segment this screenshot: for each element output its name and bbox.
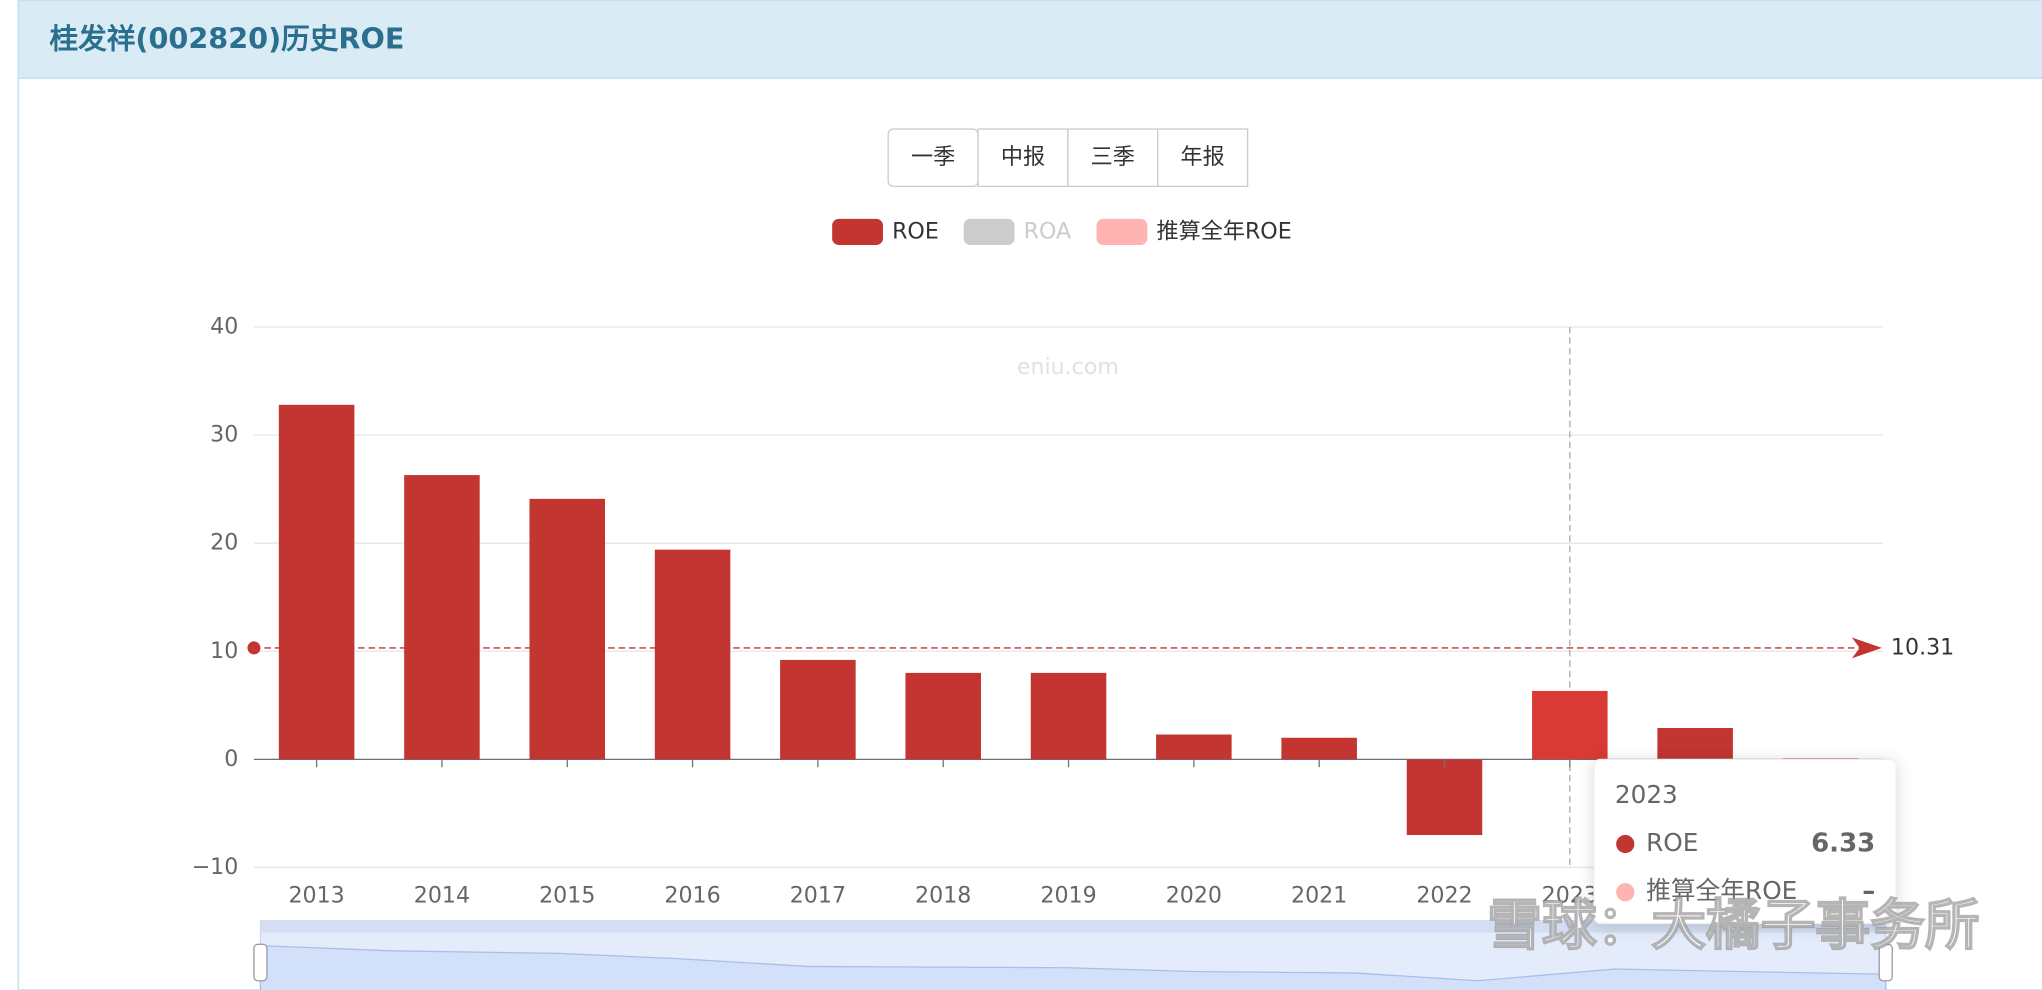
bar	[1657, 728, 1733, 760]
data-zoom	[253, 920, 1893, 990]
panel-title: 桂发祥(002820)历史ROE	[49, 21, 404, 55]
bar	[780, 659, 856, 760]
bar	[404, 475, 480, 760]
x-tick-label: 2022	[1416, 883, 1472, 909]
y-tick-label: 0	[224, 746, 238, 772]
x-tick-label: 2016	[664, 883, 720, 909]
average-line-label: 10.31	[1891, 634, 1954, 660]
y-tick-label: 20	[210, 530, 238, 556]
legend-label[interactable]: ROA	[1024, 218, 1072, 244]
zoom-preview	[259, 944, 1887, 990]
x-tick-label: 2020	[1166, 883, 1222, 909]
tooltip: 2023 ROE 6.33 推算全年ROE –	[1593, 758, 1897, 925]
bar	[1406, 759, 1483, 836]
tooltip-value: 6.33	[1811, 829, 1875, 859]
period-button-label: 年报	[1181, 144, 1225, 170]
legend-label[interactable]: ROE	[892, 218, 939, 244]
legend-label[interactable]: 推算全年ROE	[1156, 218, 1291, 244]
tooltip-title: 2023	[1615, 780, 1678, 809]
tooltip-marker	[1616, 834, 1635, 854]
bar	[278, 404, 355, 760]
period-button[interactable]	[1157, 128, 1249, 188]
x-tick-label: 2017	[790, 883, 846, 909]
x-tick-label: 2023	[1542, 883, 1598, 909]
bar	[1281, 737, 1357, 760]
bar	[1532, 690, 1608, 760]
bar	[1030, 672, 1107, 760]
average-line-start	[247, 641, 261, 655]
legend-swatch[interactable]	[963, 218, 1015, 245]
period-button[interactable]	[977, 128, 1069, 188]
credit-watermark: 雪球：大橘子事务所	[1487, 893, 1979, 957]
x-tick-label: 2014	[414, 883, 470, 909]
tooltip-name: 推算全年ROE	[1646, 876, 1797, 905]
x-tick-label: 2021	[1291, 883, 1347, 909]
bar	[654, 549, 731, 760]
panel-header	[17, 0, 2042, 79]
bar	[905, 672, 981, 760]
x-tick-label: 2013	[288, 883, 344, 909]
legend-swatch[interactable]	[1096, 218, 1148, 245]
tooltip-name: ROE	[1646, 828, 1698, 857]
legend-swatch[interactable]	[832, 218, 883, 245]
zoom-handle[interactable]	[1878, 943, 1893, 982]
average-line-arrow	[1851, 637, 1882, 659]
y-tick-label: 40	[210, 314, 238, 340]
zoom-bar	[260, 920, 1886, 933]
tooltip-value: –	[1862, 877, 1875, 907]
x-tick-label: 2019	[1040, 883, 1096, 909]
period-button[interactable]	[1067, 128, 1159, 188]
zoom-handle[interactable]	[253, 943, 268, 982]
period-button-label: 一季	[911, 144, 955, 170]
tooltip-marker	[1616, 883, 1635, 902]
bar	[1156, 734, 1232, 760]
x-tick-label: 2018	[915, 883, 971, 909]
y-tick-label: 30	[210, 422, 238, 448]
y-tick-label: 10	[210, 638, 238, 664]
period-button-label: 中报	[1001, 144, 1045, 170]
tooltip-box	[1593, 758, 1897, 925]
period-button-label: 三季	[1091, 144, 1135, 170]
x-tick-label: 2015	[539, 883, 595, 909]
watermark: eniu.com	[1017, 354, 1119, 380]
y-tick-label: −10	[192, 854, 239, 880]
bar	[529, 498, 606, 760]
